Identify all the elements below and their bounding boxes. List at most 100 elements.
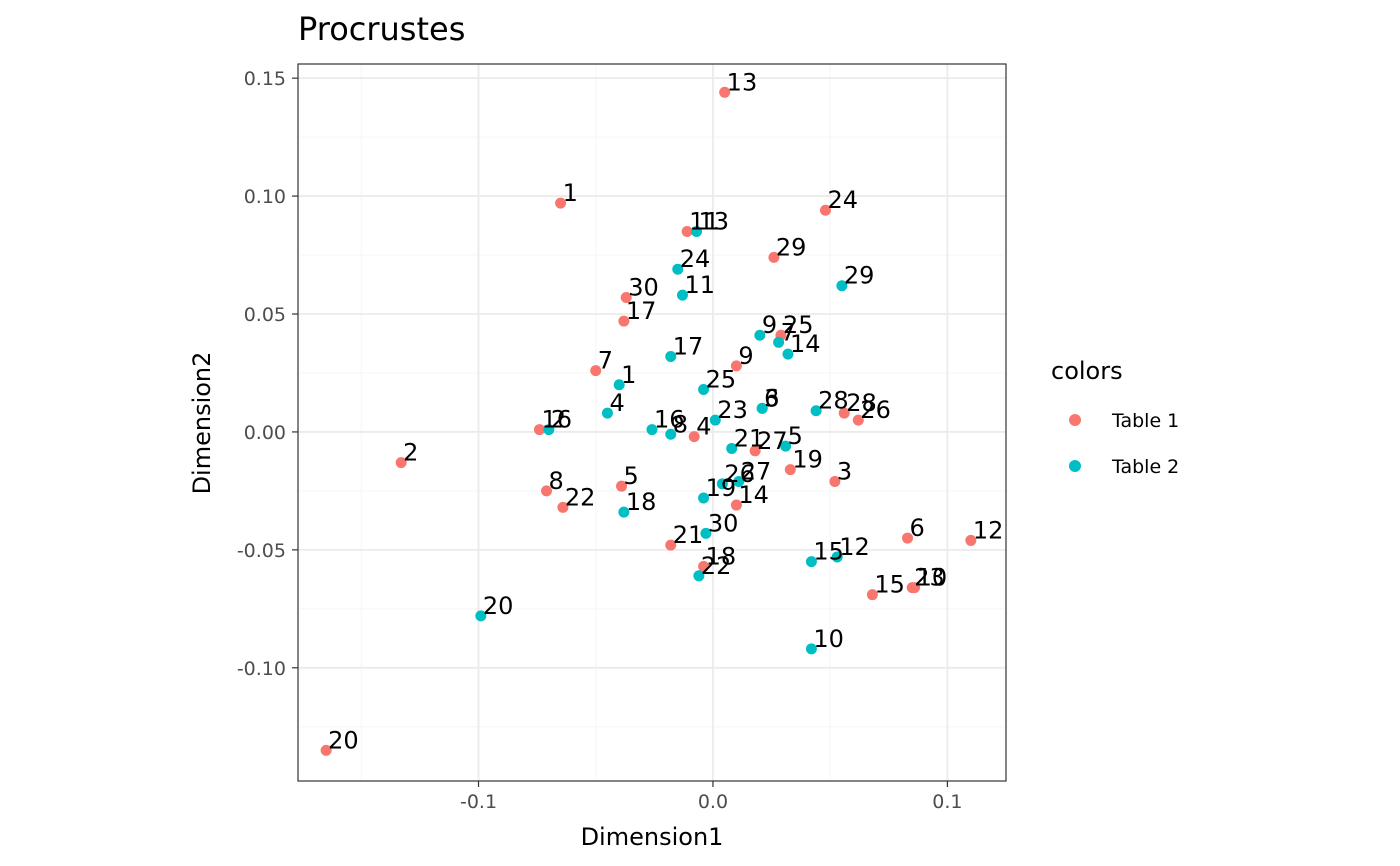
point-label: 27 bbox=[741, 457, 772, 485]
data-point bbox=[541, 485, 553, 497]
data-point bbox=[681, 225, 693, 237]
point-label: 1 bbox=[621, 361, 636, 389]
data-point bbox=[773, 336, 785, 348]
data-point bbox=[756, 402, 768, 414]
data-point bbox=[780, 440, 792, 452]
legend-label: Table 1 bbox=[1111, 410, 1179, 432]
x-axis-title: Dimension1 bbox=[581, 823, 724, 851]
point-label: 3 bbox=[837, 457, 852, 485]
point-label: 18 bbox=[706, 542, 737, 570]
point-label: 26 bbox=[860, 396, 891, 424]
point-label: 6 bbox=[764, 384, 779, 412]
point-label: 12 bbox=[973, 516, 1004, 544]
point-label: 23 bbox=[914, 564, 945, 592]
data-point bbox=[805, 643, 817, 655]
point-label: 29 bbox=[844, 262, 875, 290]
legend-key bbox=[1069, 460, 1081, 472]
legend-items: Table 1 Table 2 bbox=[1069, 410, 1179, 478]
y-tick-label: 0.05 bbox=[244, 304, 286, 326]
point-label: 9 bbox=[762, 311, 777, 339]
data-point bbox=[590, 365, 602, 377]
data-point bbox=[618, 506, 630, 518]
legend-key bbox=[1069, 414, 1081, 426]
data-point bbox=[831, 551, 843, 563]
data-point bbox=[730, 499, 742, 511]
point-label: 25 bbox=[783, 311, 814, 339]
data-point bbox=[698, 383, 710, 395]
y-tick-label: 0.15 bbox=[244, 68, 286, 90]
point-label: 19 bbox=[792, 446, 823, 474]
point-label: 3 bbox=[764, 384, 779, 412]
point-label: 7 bbox=[598, 347, 613, 375]
y-axis-title: Dimension2 bbox=[188, 352, 216, 495]
point-label: 6 bbox=[910, 514, 925, 542]
point-label: 8 bbox=[549, 467, 564, 495]
point-label: 2 bbox=[551, 406, 566, 434]
point-label: 22 bbox=[565, 483, 596, 511]
chart-title: Procrustes bbox=[298, 10, 465, 48]
data-point bbox=[782, 348, 794, 360]
data-point bbox=[866, 589, 878, 601]
point-label: 16 bbox=[541, 406, 572, 434]
point-label: 15 bbox=[813, 538, 844, 566]
data-point bbox=[665, 350, 677, 362]
point-label: 24 bbox=[827, 186, 858, 214]
data-point bbox=[698, 492, 710, 504]
data-point bbox=[829, 475, 841, 487]
data-point bbox=[819, 204, 831, 216]
point-label: 20 bbox=[328, 726, 359, 754]
legend-title: colors bbox=[1051, 357, 1123, 385]
data-point bbox=[555, 197, 567, 209]
point-label: 9 bbox=[738, 342, 753, 370]
point-label: 4 bbox=[696, 413, 711, 441]
point-label: 5 bbox=[624, 462, 639, 490]
data-point bbox=[754, 329, 766, 341]
y-tick-label: -0.05 bbox=[237, 540, 286, 562]
point-label: 13 bbox=[699, 207, 730, 235]
data-point bbox=[852, 414, 864, 426]
point-label: 19 bbox=[706, 474, 737, 502]
point-label: 2 bbox=[403, 439, 418, 467]
x-tick-label: 0.1 bbox=[932, 791, 962, 813]
point-label: 4 bbox=[609, 389, 624, 417]
point-label: 30 bbox=[628, 273, 659, 301]
y-tick-label: 0.00 bbox=[244, 422, 286, 444]
point-label: 28 bbox=[818, 387, 849, 415]
data-point bbox=[965, 534, 977, 546]
point-label: 30 bbox=[708, 509, 739, 537]
plot-panel: 1234567891011121314151617181920212223242… bbox=[297, 63, 1007, 782]
legend-label: Table 2 bbox=[1111, 456, 1179, 478]
data-point bbox=[475, 610, 487, 622]
data-point bbox=[768, 251, 780, 263]
data-point bbox=[676, 289, 688, 301]
data-point bbox=[749, 445, 761, 457]
data-point bbox=[613, 379, 625, 391]
y-tick-label: 0.10 bbox=[244, 186, 286, 208]
panel-border bbox=[297, 63, 1007, 782]
y-axis: -0.10 -0.05 0.00 0.05 0.10 0.15 bbox=[237, 68, 298, 680]
data-point bbox=[784, 464, 796, 476]
data-point bbox=[698, 560, 710, 572]
data-point bbox=[665, 428, 677, 440]
x-axis: -0.1 0.0 0.1 bbox=[460, 781, 963, 813]
point-label: 10 bbox=[917, 564, 948, 592]
data-point bbox=[733, 475, 745, 487]
point-label: 23 bbox=[717, 396, 748, 424]
data-point bbox=[543, 424, 555, 436]
data-point bbox=[906, 582, 918, 594]
data-point bbox=[693, 570, 705, 582]
data-point bbox=[709, 414, 721, 426]
point-label: 14 bbox=[790, 330, 821, 358]
plot-background bbox=[298, 64, 1006, 781]
point-label: 27 bbox=[757, 427, 788, 455]
point-label: 10 bbox=[813, 625, 844, 653]
data-point bbox=[395, 457, 407, 469]
data-point bbox=[665, 539, 677, 551]
data-point bbox=[620, 291, 632, 303]
point-label: 17 bbox=[673, 332, 704, 360]
data-point bbox=[716, 478, 728, 490]
x-tick-label: -0.1 bbox=[460, 791, 497, 813]
data-point bbox=[601, 407, 613, 419]
data-point bbox=[533, 424, 545, 436]
